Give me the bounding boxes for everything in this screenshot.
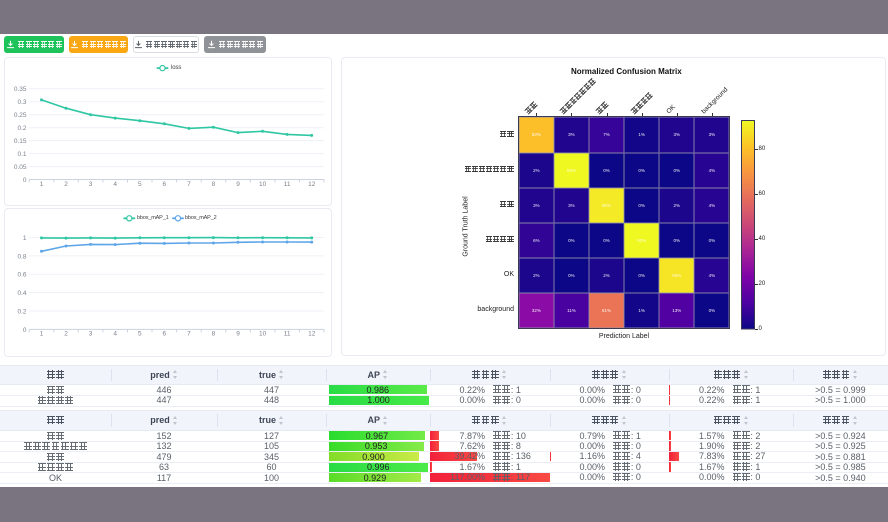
svg-text:0.8: 0.8 <box>17 253 26 260</box>
svg-text:3: 3 <box>88 180 92 187</box>
svg-text:2: 2 <box>64 331 68 338</box>
svg-text:0.2: 0.2 <box>17 125 26 132</box>
svg-text:1: 1 <box>39 331 43 338</box>
svg-text:0.6: 0.6 <box>17 272 26 279</box>
svg-text:9: 9 <box>236 331 240 338</box>
svg-text:11: 11 <box>283 331 290 338</box>
svg-text:8: 8 <box>211 180 215 187</box>
svg-text:11: 11 <box>283 180 290 187</box>
svg-text:0.4: 0.4 <box>17 290 26 297</box>
svg-text:12: 12 <box>308 331 316 338</box>
svg-text:0.3: 0.3 <box>17 99 26 106</box>
svg-text:12: 12 <box>308 180 316 187</box>
svg-text:10: 10 <box>258 180 266 187</box>
svg-text:3: 3 <box>88 331 92 338</box>
svg-text:2: 2 <box>64 180 68 187</box>
svg-text:10: 10 <box>258 331 266 338</box>
svg-text:7: 7 <box>187 180 191 187</box>
svg-text:4: 4 <box>113 331 117 338</box>
svg-text:6: 6 <box>162 180 166 187</box>
svg-text:0.35: 0.35 <box>13 86 26 93</box>
svg-text:0.15: 0.15 <box>13 138 26 145</box>
svg-text:1: 1 <box>39 180 43 187</box>
svg-text:0: 0 <box>22 176 26 183</box>
svg-text:0.05: 0.05 <box>13 164 26 171</box>
svg-text:8: 8 <box>211 331 215 338</box>
svg-text:7: 7 <box>187 331 191 338</box>
svg-text:5: 5 <box>137 180 141 187</box>
svg-text:6: 6 <box>162 331 166 338</box>
svg-text:0.25: 0.25 <box>13 112 26 119</box>
svg-text:4: 4 <box>113 180 117 187</box>
svg-text:5: 5 <box>137 331 141 338</box>
svg-text:1: 1 <box>22 235 26 242</box>
svg-text:0.1: 0.1 <box>17 151 26 158</box>
svg-text:0: 0 <box>22 327 26 334</box>
svg-text:0.2: 0.2 <box>17 308 26 315</box>
svg-text:9: 9 <box>236 180 240 187</box>
